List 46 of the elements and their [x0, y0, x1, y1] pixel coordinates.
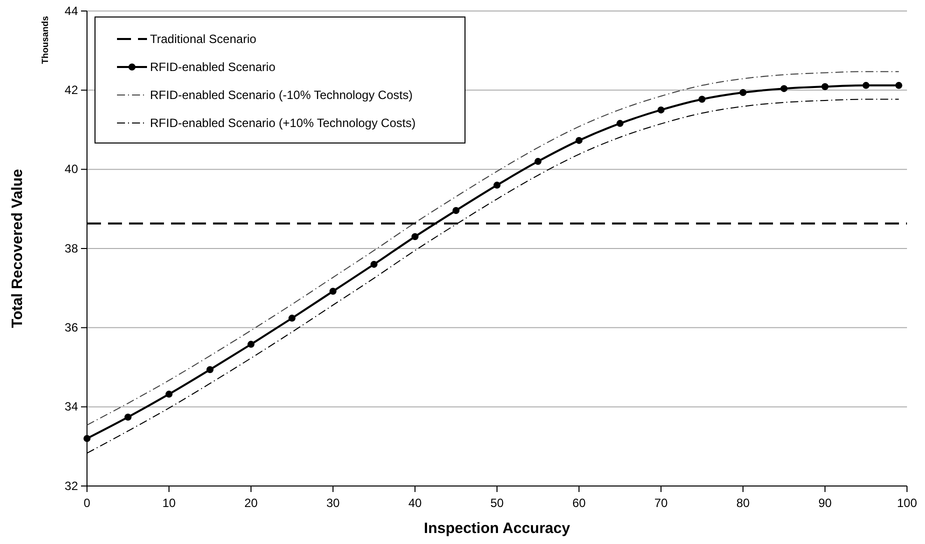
- point: [698, 96, 706, 103]
- x-tick-label: 10: [162, 496, 176, 510]
- text: Thousands: [40, 16, 50, 64]
- point: [534, 158, 542, 165]
- x-tick-label: 70: [654, 496, 668, 510]
- point: [452, 207, 460, 214]
- point: [124, 414, 132, 421]
- y-tick-label: 42: [64, 83, 78, 98]
- point: [658, 106, 664, 114]
- point: [370, 260, 378, 268]
- x-axis-title: Inspection Accuracy: [424, 520, 571, 537]
- point: [288, 314, 296, 322]
- point: [780, 85, 788, 92]
- point: [822, 83, 828, 90]
- y-tick-label: 36: [64, 320, 78, 335]
- legend-label: RFID-enabled Scenario: [150, 60, 276, 74]
- legend-label: RFID-enabled Scenario (-10% Technology Costs): [150, 88, 413, 102]
- point: [412, 233, 418, 240]
- x-tick-label: 40: [408, 496, 422, 510]
- x-tick-label: 30: [326, 496, 340, 510]
- x-tick-label: 90: [818, 496, 832, 510]
- x-tick-label: 20: [244, 496, 258, 510]
- x-tick-label: 60: [572, 496, 586, 510]
- point: [862, 82, 870, 89]
- point: [616, 120, 624, 127]
- x-tick-label: 100: [896, 496, 918, 510]
- x-tick-label: 50: [490, 496, 504, 510]
- x-tick-label: 80: [736, 496, 750, 510]
- point: [895, 82, 902, 89]
- y-axis-title: Total Recovered Value: [9, 169, 26, 328]
- y-tick-label: 32: [64, 478, 78, 493]
- point: [740, 89, 746, 96]
- legend-label: RFID-enabled Scenario (+10% Technology Costs): [150, 116, 416, 130]
- point: [84, 435, 90, 442]
- point: [330, 288, 336, 295]
- y-tick-label: 44: [64, 4, 78, 18]
- point: [248, 340, 254, 348]
- y-tick-label: 38: [64, 241, 78, 256]
- y-tick-label: 34: [64, 400, 78, 414]
- point: [206, 366, 214, 374]
- point: [576, 136, 582, 144]
- legend-label: Traditional Scenario: [150, 32, 257, 46]
- point: [494, 182, 500, 189]
- y-tick-label: 40: [64, 162, 78, 176]
- point: [166, 390, 172, 398]
- x-tick-label: 0: [84, 496, 91, 510]
